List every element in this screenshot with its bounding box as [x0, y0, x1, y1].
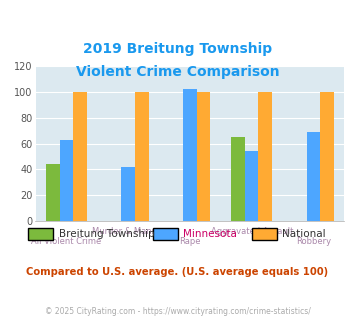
- Bar: [320, 92, 334, 221]
- Bar: [183, 89, 197, 221]
- Bar: [121, 167, 135, 221]
- Bar: [60, 140, 73, 221]
- Text: Breitung Township: Breitung Township: [59, 229, 154, 239]
- Text: Murder & Mans...: Murder & Mans...: [92, 227, 164, 236]
- Text: © 2025 CityRating.com - https://www.cityrating.com/crime-statistics/: © 2025 CityRating.com - https://www.city…: [45, 307, 310, 316]
- Text: Aggravated Assault: Aggravated Assault: [211, 227, 293, 236]
- Bar: [245, 151, 258, 221]
- Bar: [135, 92, 148, 221]
- Text: Rape: Rape: [179, 237, 201, 246]
- Bar: [231, 137, 245, 221]
- Text: All Violent Crime: All Violent Crime: [31, 237, 102, 246]
- Text: National: National: [282, 229, 326, 239]
- Bar: [197, 92, 210, 221]
- Bar: [258, 92, 272, 221]
- Bar: [307, 132, 320, 221]
- Bar: [73, 92, 87, 221]
- Text: Violent Crime Comparison: Violent Crime Comparison: [76, 65, 279, 79]
- Text: 2019 Breitung Township: 2019 Breitung Township: [83, 42, 272, 56]
- Text: Minnesota: Minnesota: [183, 229, 237, 239]
- Bar: [46, 164, 60, 221]
- Text: Compared to U.S. average. (U.S. average equals 100): Compared to U.S. average. (U.S. average …: [26, 267, 329, 277]
- Text: Robbery: Robbery: [296, 237, 331, 246]
